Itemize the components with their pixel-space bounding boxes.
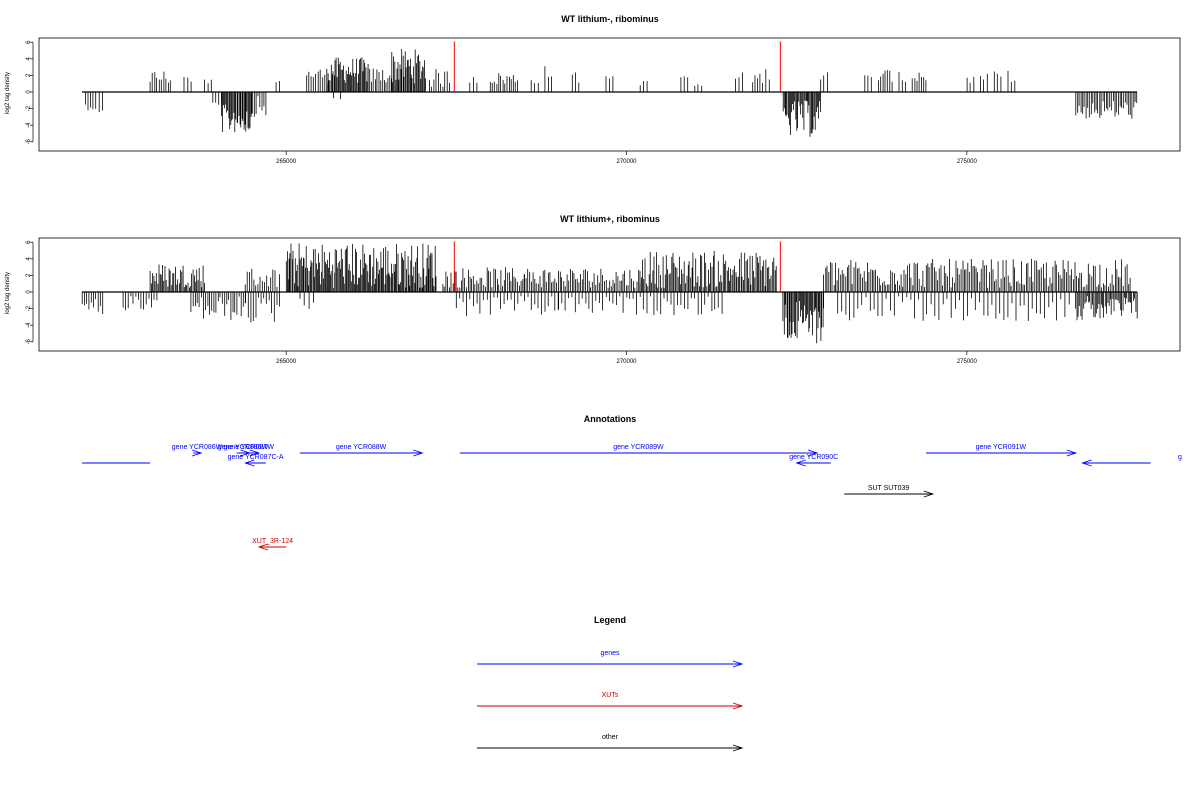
signal-bars <box>81 243 1138 344</box>
annotation-label: gene YCR086W <box>172 444 223 451</box>
highlight-lines <box>453 41 781 92</box>
x-tick-label: 265000 <box>276 359 297 365</box>
annotation-feature: gene YCR091W <box>926 444 1078 457</box>
legend: Legend genes XUTs other <box>477 615 744 752</box>
arrow-right-icon <box>732 744 744 752</box>
signal-panel-lithium-minus: WT lithium-, ribominus log2 tag density … <box>5 14 1181 165</box>
legend-entry: other <box>477 734 744 752</box>
x-tick-label: 275000 <box>957 359 978 365</box>
annotation-feature: gene YCR087C-A <box>228 454 284 467</box>
y-tick-label: 0 <box>26 290 32 294</box>
y-axis: 6 4 2 0 -2 -4 -6 <box>26 40 34 144</box>
y-tick-label: 4 <box>26 56 32 60</box>
highlight-lines <box>453 241 781 292</box>
annotation-label: SUT SUT039 <box>868 485 910 492</box>
legend-label: other <box>602 734 619 741</box>
x-tick-label: 265000 <box>276 159 297 165</box>
y-tick-label: 6 <box>26 240 32 244</box>
legend-title: Legend <box>594 615 626 625</box>
arrow-left-icon <box>243 459 255 467</box>
signal-panel-lithium-plus: WT lithium+, ribominus log2 tag density … <box>5 214 1181 365</box>
y-axis-label: log2 tag density <box>5 72 11 114</box>
y-tick-label: -4 <box>26 322 32 328</box>
arrow-right-icon <box>807 449 819 457</box>
x-tick-label: 270000 <box>617 359 638 365</box>
arrow-right-icon <box>413 449 424 457</box>
annotation-label: XUT_3R-124 <box>252 538 293 545</box>
y-axis: 6 4 2 0 -2 -4 -6 <box>26 240 34 344</box>
y-tick-label: 0 <box>26 90 32 94</box>
arrow-left-icon <box>1081 459 1092 467</box>
annotation-label: gene YCR088W <box>336 444 387 451</box>
legend-entry: genes <box>477 650 744 668</box>
panel-title: WT lithium-, ribominus <box>561 14 659 24</box>
y-tick-label: -2 <box>26 305 32 311</box>
annotation-feature: SUT SUT039 <box>844 485 935 498</box>
arrow-right-icon <box>191 449 203 457</box>
annotation-feature: XUT_3R-124 <box>252 538 293 551</box>
y-tick-label: 2 <box>26 73 32 77</box>
arrow-right-icon <box>1066 449 1078 457</box>
annotation-feature: gene YCR089W <box>459 444 819 457</box>
panel-title: WT lithium+, ribominus <box>560 214 660 224</box>
annotation-label: gene YCR091W <box>976 444 1027 451</box>
annotation-label: gene YCR090C <box>789 454 838 461</box>
plot-frame <box>38 237 1181 352</box>
annotation-feature: g <box>1081 454 1182 467</box>
annotation-feature: gene YCR087W <box>224 444 275 457</box>
annotation-feature: gene YCR086W <box>172 444 223 457</box>
arrow-right-icon <box>732 660 744 668</box>
annotation-label: gene YCR086W <box>218 444 269 451</box>
y-axis-label: log2 tag density <box>5 272 11 314</box>
annotations-title: Annotations <box>584 414 637 424</box>
x-axis: 265000 270000 275000 <box>276 151 978 165</box>
y-tick-label: -6 <box>26 338 32 344</box>
plot-frame <box>38 37 1181 152</box>
y-tick-label: -4 <box>26 122 32 128</box>
y-tick-label: 6 <box>26 40 32 44</box>
y-tick-label: 2 <box>26 273 32 277</box>
y-tick-label: -2 <box>26 105 32 111</box>
y-tick-label: -6 <box>26 138 32 144</box>
arrow-right-icon <box>732 702 744 710</box>
signal-bars <box>85 49 1138 137</box>
x-axis: 265000 270000 275000 <box>276 351 978 365</box>
legend-label: XUTs <box>602 692 619 699</box>
annotation-label: gene YCR089W <box>613 444 664 451</box>
arrow-left-icon <box>795 459 806 467</box>
annotation-feature: gene YCR088W <box>299 444 424 457</box>
legend-label: genes <box>600 650 620 657</box>
arrow-right-icon <box>249 449 261 457</box>
legend-entry: XUTs <box>477 692 744 710</box>
annotation-label: gene YCR087W <box>224 444 275 451</box>
x-tick-label: 270000 <box>617 159 638 165</box>
arrow-left-icon <box>257 543 269 551</box>
annotation-label: gene YCR087C-A <box>228 454 284 461</box>
arrow-right-icon <box>923 490 935 498</box>
legend-items: genes XUTs other <box>477 650 744 752</box>
annotation-feature: gene YCR090C <box>789 454 838 467</box>
y-tick-label: 4 <box>26 256 32 260</box>
x-tick-label: 275000 <box>957 159 978 165</box>
annotation-label: g <box>1178 454 1182 461</box>
